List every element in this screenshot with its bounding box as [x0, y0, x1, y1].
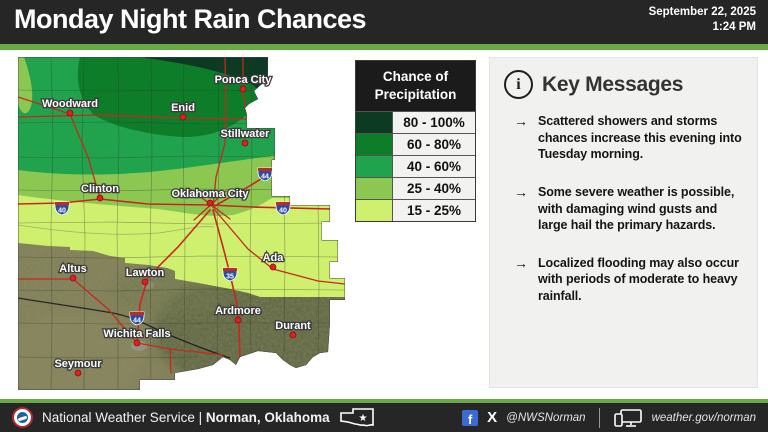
x-twitter-icon: X	[487, 409, 498, 426]
city-marker-ardmore: Ardmore	[214, 304, 262, 324]
legend-swatch	[356, 200, 393, 222]
svg-text:Altus: Altus	[59, 263, 87, 275]
legend-row: 40 - 60%	[356, 155, 475, 178]
city-marker-stillwater: Stillwater	[219, 127, 271, 147]
legend-label: 40 - 60%	[393, 156, 475, 178]
nws-logo	[12, 407, 33, 428]
interstate-44-shield: 44	[129, 311, 145, 326]
interstate-40-shield: 40	[275, 201, 291, 216]
key-messages-panel: i Key Messages → Scattered showers and st…	[489, 57, 758, 388]
city-marker-ponca-city: Ponca City	[213, 73, 274, 93]
svg-text:Woodward: Woodward	[42, 98, 98, 110]
legend-label: 60 - 80%	[393, 134, 475, 156]
map-outline	[18, 57, 345, 390]
legend-row: 60 - 80%	[356, 133, 475, 156]
svg-text:Ada: Ada	[263, 252, 285, 264]
arrow-bullet-icon: →	[514, 183, 528, 200]
svg-text:44: 44	[133, 318, 141, 325]
precip-chance-map: 40 44 40 35 44 Woodward Enid Ponca City Stillwa…	[18, 57, 352, 390]
social-handle: @NWSNorman	[506, 411, 586, 424]
legend-label: 25 - 40%	[393, 178, 475, 200]
legend-row: 25 - 40%	[356, 177, 475, 200]
legend-swatch	[356, 134, 393, 156]
date-line: September 22, 2025	[648, 6, 756, 18]
city-marker-altus: Altus	[58, 262, 88, 282]
precip-legend: Chance of Precipitation 80 - 100% 60 - 80…	[355, 60, 476, 223]
devices-icon	[613, 408, 642, 427]
legend-swatch	[356, 178, 393, 200]
zone-60-80	[77, 57, 268, 137]
legend-rows: 80 - 100% 60 - 80% 40 - 60% 25 - 40% 15 - 25…	[356, 111, 475, 222]
legend-label: 15 - 25%	[393, 200, 475, 222]
zone-80-100	[138, 57, 268, 93]
city-marker-woodward: Woodward	[41, 97, 99, 117]
city-marker-wichita-falls: Wichita Falls	[102, 327, 172, 347]
office-name: Norman, Oklahoma	[205, 410, 330, 425]
legend-row: 80 - 100%	[356, 111, 475, 134]
legend-title: Chance of Precipitation	[356, 61, 475, 112]
key-message-item: → Localized flooding may also occur with …	[514, 255, 743, 305]
header-accent-stripe	[0, 44, 768, 50]
date-time: September 22, 2025 1:24 PM	[649, 5, 756, 35]
footer-office-text: National Weather Service | Norman, Oklah…	[42, 410, 330, 425]
key-message-item: → Scattered showers and storms chances in…	[514, 113, 743, 163]
svg-text:Lawton: Lawton	[126, 267, 165, 279]
footer-accent-stripe	[0, 399, 768, 403]
arrow-bullet-icon: →	[514, 113, 528, 129]
key-message-item: → Some severe weather is possible, with d…	[514, 184, 743, 234]
footer-bar: National Weather Service | Norman, Oklah…	[0, 403, 768, 432]
title-bar: Monday Night Rain Chances September 22, …	[0, 0, 768, 44]
key-message-text: Localized flooding may also occur with p…	[538, 255, 739, 303]
svg-text:Clinton: Clinton	[81, 183, 119, 195]
city-marker-seymour: Seymour	[53, 357, 104, 377]
city-marker-lawton: Lawton	[124, 266, 166, 286]
svg-text:Enid: Enid	[171, 102, 195, 114]
svg-text:40: 40	[279, 208, 287, 215]
city-marker-enid: Enid	[170, 101, 196, 121]
legend-row: 15 - 25%	[356, 199, 475, 222]
key-message-text: Some severe weather is possible, with da…	[538, 184, 735, 233]
city-marker-clinton: Clinton	[80, 182, 121, 202]
interstate-44-shield: 44	[257, 167, 273, 182]
interstate-shields: 40 44 40 35 44	[54, 167, 291, 326]
interstate-40-shield: 40	[54, 201, 70, 216]
svg-text:Wichita Falls: Wichita Falls	[103, 328, 170, 340]
legend-label: 80 - 100%	[393, 112, 475, 134]
svg-text:★: ★	[358, 413, 367, 424]
time-line: 1:24 PM	[712, 20, 756, 33]
city-marker-durant: Durant	[274, 319, 312, 339]
legend-swatch	[356, 156, 393, 178]
agency-name: National Weather Service	[42, 410, 195, 425]
key-message-text: Scattered showers and storms chances inc…	[538, 114, 742, 162]
info-icon: i	[504, 70, 533, 99]
svg-text:40: 40	[58, 208, 66, 215]
footer-divider	[598, 407, 600, 428]
legend-swatch	[356, 112, 393, 134]
key-messages-title: Key Messages	[542, 72, 684, 96]
arrow-bullet-icon: →	[514, 254, 528, 271]
svg-text:Ardmore: Ardmore	[215, 305, 261, 317]
svg-text:Stillwater: Stillwater	[221, 128, 271, 140]
city-marker-ada: Ada	[261, 251, 286, 271]
svg-text:Oklahoma City: Oklahoma City	[171, 188, 249, 200]
city-markers: Woodward Enid Ponca City Stillwater Clinton O…	[41, 73, 312, 377]
svg-text:44: 44	[261, 174, 269, 181]
interstate-35-shield: 35	[222, 267, 238, 282]
website-url: weather.gov/norman	[651, 411, 756, 424]
county-lines	[18, 57, 345, 390]
page-title: Monday Night Rain Chances	[14, 4, 367, 34]
facebook-icon: f	[462, 409, 479, 426]
city-marker-oklahoma-city: Oklahoma City	[170, 187, 251, 207]
svg-text:Durant: Durant	[275, 320, 311, 332]
key-messages-list: → Scattered showers and storms chances in…	[504, 113, 743, 305]
map-svg: 40 44 40 35 44 Woodward Enid Ponca City Stillwa…	[18, 57, 345, 390]
oklahoma-outline-icon: ★	[339, 407, 374, 427]
svg-text:35: 35	[226, 274, 234, 281]
zone-25-40-northwest-tongue	[18, 57, 33, 114]
svg-text:Ponca City: Ponca City	[215, 74, 273, 86]
svg-text:Seymour: Seymour	[54, 358, 102, 370]
